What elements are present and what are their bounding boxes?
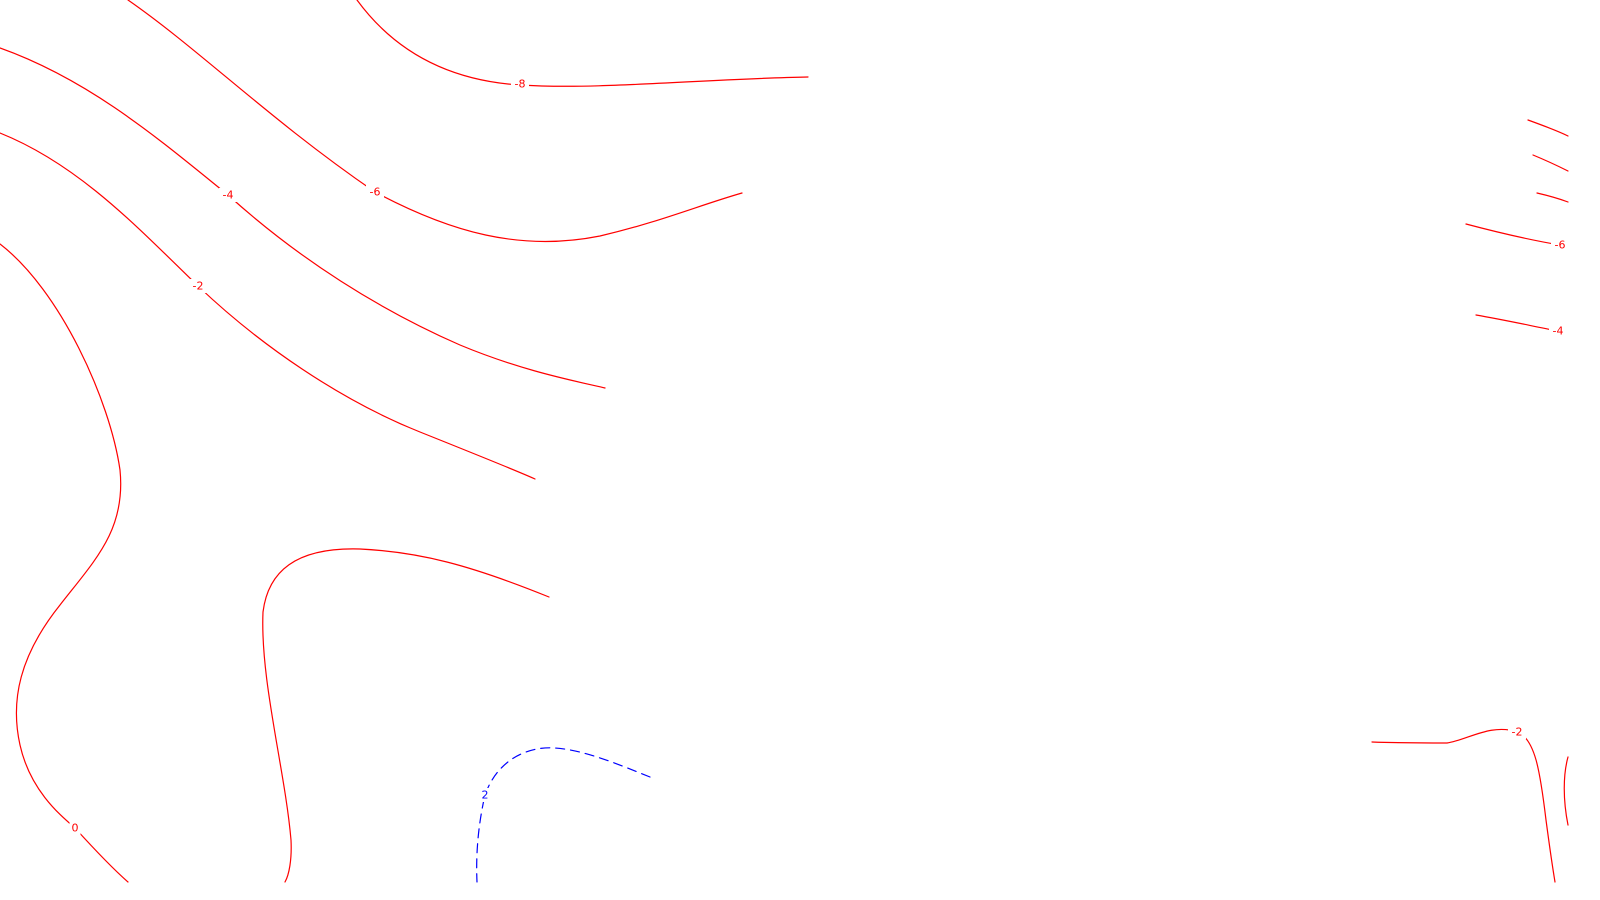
contour-line-c-right-edge	[1563, 756, 1569, 826]
contour-line-c-minus2-top	[0, 132, 536, 480]
contour-label-bg	[366, 185, 384, 199]
contour-layer	[0, 0, 1569, 883]
contour-label-bg	[1508, 725, 1526, 739]
contour-line-c-minus4-top	[0, 47, 606, 389]
contour-label-c-minus4-top: -4	[223, 189, 234, 202]
contour-label-c-minus2-right: -2	[1512, 726, 1523, 739]
contour-label-layer: -8 -6 -4 -2 0 2 -6 -4 -2	[69, 77, 1569, 835]
contour-label-c-minus6-right: -6	[1555, 239, 1566, 252]
contour-label-c-minus8-top: -8	[515, 78, 526, 91]
contour-line-c-minus6-top	[127, 0, 743, 243]
contour-line-c-right-1	[1527, 119, 1569, 137]
contour-label-bg	[511, 77, 529, 91]
contour-label-bg	[219, 188, 237, 202]
contour-line-c-minus6-right	[1465, 223, 1561, 246]
contour-line-c-right-3	[1536, 192, 1569, 203]
contour-label-c-plus2-bottom: 2	[482, 789, 489, 802]
contour-line-c-right-2	[1532, 154, 1569, 172]
contour-label-bg	[69, 821, 81, 835]
contour-label-bg	[1551, 238, 1569, 252]
contour-label-bg	[1549, 324, 1567, 338]
contour-label-c-minus6-top: -6	[370, 186, 381, 199]
contour-label-c-minus4-right: -4	[1553, 325, 1564, 338]
contour-label-c-minus2-top: -2	[193, 280, 204, 293]
contour-label-bg	[479, 788, 491, 802]
contour-label-c-zero-left: 0	[72, 822, 79, 835]
contour-line-c-zero-inner	[262, 548, 550, 883]
contour-label-bg	[189, 279, 207, 293]
contour-line-c-plus2-bottom	[476, 747, 651, 883]
